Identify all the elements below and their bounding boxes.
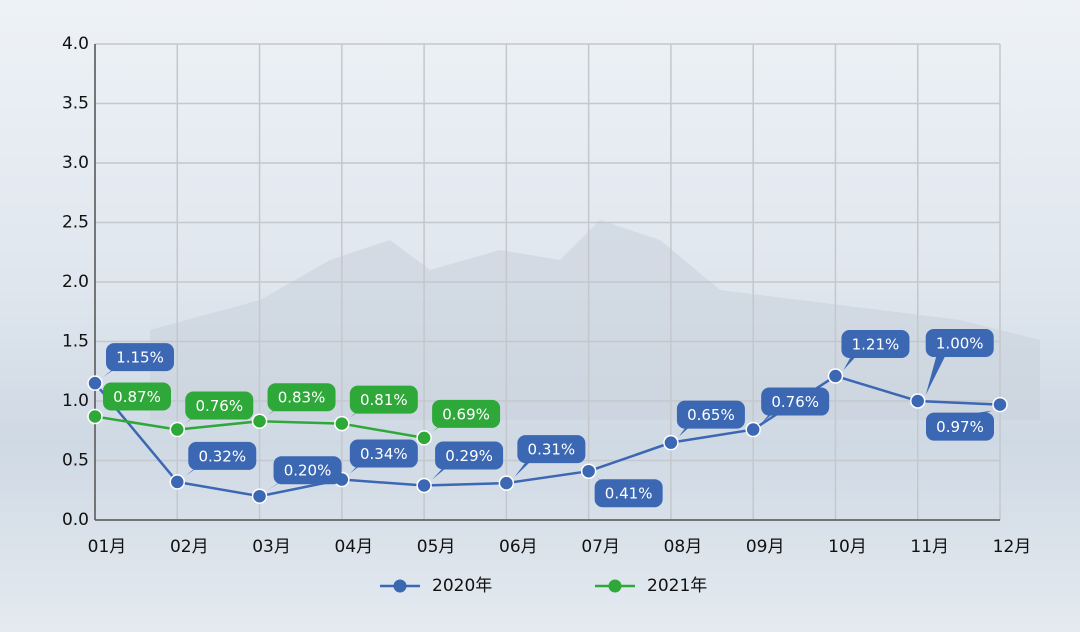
y-tick-label: 0.5 [62, 451, 89, 471]
label-box [103, 382, 171, 411]
label-text: 0.20% [284, 462, 332, 480]
label-box [761, 387, 830, 416]
legend-marker [393, 579, 407, 593]
data-label: 0.65% [676, 400, 745, 437]
label-text: 1.21% [852, 336, 900, 354]
x-tick-label: 05月 [417, 537, 456, 557]
data-label: 1.21% [841, 330, 910, 371]
data-label: 0.81% [349, 385, 418, 418]
label-box [349, 385, 418, 414]
data-label: 1.15% [103, 343, 174, 378]
x-tick-label: 09月 [746, 537, 785, 557]
data-label: 0.31% [514, 435, 586, 478]
point [416, 430, 432, 446]
label-box [273, 456, 342, 485]
label-box [435, 441, 504, 470]
y-tick-label: 3.0 [62, 153, 89, 173]
point [251, 488, 268, 504]
point [745, 421, 761, 438]
x-tick-label: 11月 [910, 537, 949, 557]
point [334, 415, 350, 432]
label-text: 0.97% [936, 418, 984, 436]
point [169, 421, 186, 438]
data-label: 0.32% [185, 441, 257, 476]
label-box [926, 412, 994, 441]
data-label: 0.87% [103, 382, 171, 411]
label-box [517, 435, 586, 464]
label-box [841, 330, 910, 359]
legend-label: 2020年 [432, 576, 492, 596]
x-tick-label: 01月 [88, 537, 127, 557]
data-label: 0.83% [267, 383, 336, 416]
label-box [594, 479, 663, 508]
x-tick-label: 03月 [252, 537, 291, 557]
data-label: 0.20% [267, 456, 342, 491]
x-tick-label: 04月 [334, 537, 373, 557]
legend-label: 2021年 [647, 576, 707, 596]
label-text: 0.65% [687, 406, 735, 424]
x-tick-label: 08月 [664, 537, 703, 557]
data-label: 1.00% [925, 329, 994, 395]
label-text: 0.34% [360, 445, 408, 463]
label-box [185, 391, 254, 420]
x-tick-label: 07月 [581, 537, 620, 557]
point [416, 477, 432, 494]
y-tick-label: 2.5 [62, 213, 89, 233]
point [992, 396, 1008, 413]
x-tick-label: 12月 [993, 537, 1032, 557]
y-tick-label: 0.0 [62, 510, 89, 530]
label-text: 0.29% [445, 447, 493, 465]
label-box [349, 439, 418, 468]
label-text: 0.69% [442, 405, 490, 423]
label-text: 0.81% [360, 391, 408, 409]
data-label: 0.97% [926, 410, 994, 441]
data-label: 0.76% [761, 387, 830, 424]
point [87, 375, 103, 391]
point [251, 413, 268, 429]
point [87, 408, 103, 425]
data-label: 0.76% [185, 391, 254, 424]
y-tick-label: 3.5 [62, 94, 89, 114]
label-text: 0.87% [113, 388, 161, 406]
x-tick-label: 06月 [499, 537, 538, 557]
label-box [432, 399, 501, 428]
label-box [188, 441, 257, 470]
data-label: 0.29% [432, 441, 504, 480]
label-text: 0.83% [278, 389, 326, 407]
label-box [676, 400, 745, 429]
label-text: 0.31% [528, 441, 576, 459]
x-tick-label: 10月 [828, 537, 867, 557]
x-tick-label: 02月 [170, 537, 209, 557]
legend-marker [608, 579, 622, 593]
label-box [106, 343, 174, 372]
series-line [94, 374, 1001, 498]
point [169, 474, 186, 490]
point [498, 475, 515, 491]
label-text: 0.41% [605, 485, 653, 503]
data-label: 0.41% [594, 477, 663, 508]
y-tick-label: 1.5 [62, 332, 89, 352]
label-text: 0.32% [198, 447, 246, 465]
background-rocks [150, 220, 1040, 420]
data-label: 0.69% [432, 399, 501, 432]
point [663, 434, 679, 451]
y-tick-label: 1.0 [62, 391, 89, 411]
label-box [925, 329, 994, 357]
y-tick-label: 4.0 [62, 34, 89, 54]
label-text: 0.76% [771, 393, 819, 411]
point [909, 393, 926, 409]
label-text: 1.15% [116, 349, 164, 367]
point [827, 368, 844, 384]
label-box [267, 383, 336, 412]
data-label: 0.34% [349, 439, 418, 474]
point [580, 463, 597, 479]
label-text: 0.76% [195, 397, 243, 415]
y-tick-label: 2.0 [62, 272, 89, 292]
label-text: 1.00% [936, 335, 984, 353]
